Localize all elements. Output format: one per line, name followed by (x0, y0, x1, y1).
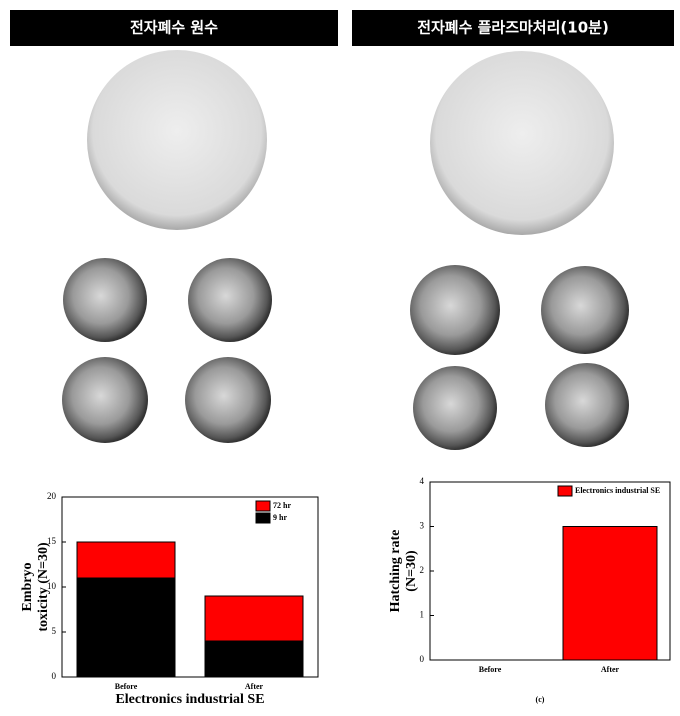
y-tick-label: 2 (420, 565, 425, 575)
embryo (413, 366, 497, 450)
x-axis-label: Electronics industrial SE (115, 692, 264, 707)
plot-frame (429, 481, 671, 661)
bar (76, 541, 176, 579)
y-tick-label: 3 (420, 521, 425, 531)
plot-frame (61, 496, 319, 678)
x-tick-label: After (601, 665, 620, 674)
y-tick-label: 0 (420, 654, 425, 664)
header: 전자폐수 플라즈마처리(10분) (417, 19, 609, 37)
photos (62, 50, 629, 450)
bar (204, 640, 304, 678)
embryo (63, 258, 147, 342)
embryo (410, 265, 500, 355)
legend-label: 9 hr (273, 513, 287, 522)
legend-swatch (255, 500, 271, 512)
header-bar (352, 10, 674, 46)
embryo (185, 357, 271, 443)
y-tick-label: 5 (52, 626, 57, 636)
y-tick-label: 0 (52, 671, 57, 681)
petri-dish (87, 50, 267, 230)
x-tick-label: After (245, 682, 264, 691)
y-tick-label: 15 (47, 536, 57, 546)
legend-label: 72 hr (273, 501, 291, 510)
bar (204, 595, 304, 642)
embryo (62, 357, 148, 443)
legend-label: Electronics industrial SE (575, 486, 660, 495)
legend-swatch (557, 485, 573, 497)
header: 전자폐수 원수 (130, 19, 218, 37)
x-tick-label: Before (115, 682, 138, 691)
y-tick-label: 4 (420, 476, 425, 486)
y-axis-label: toxicity (N=30) (36, 542, 51, 632)
annotation: (c) (536, 695, 545, 704)
y-tick-label: 1 (420, 610, 425, 620)
bar (76, 577, 176, 678)
legend-swatch (255, 512, 271, 524)
embryo (541, 266, 629, 354)
embryo (188, 258, 272, 342)
header-bar (10, 10, 338, 46)
bar (562, 526, 658, 661)
embryo (545, 363, 629, 447)
y-axis-label: Hatching rate (388, 530, 403, 613)
petri-dish (430, 51, 614, 235)
y-tick-label: 10 (47, 581, 57, 591)
x-tick-label: Before (479, 665, 502, 674)
y-axis-label: Embryo (20, 563, 35, 612)
y-axis-label: (N=30) (404, 550, 419, 592)
y-tick-label: 20 (47, 491, 57, 501)
